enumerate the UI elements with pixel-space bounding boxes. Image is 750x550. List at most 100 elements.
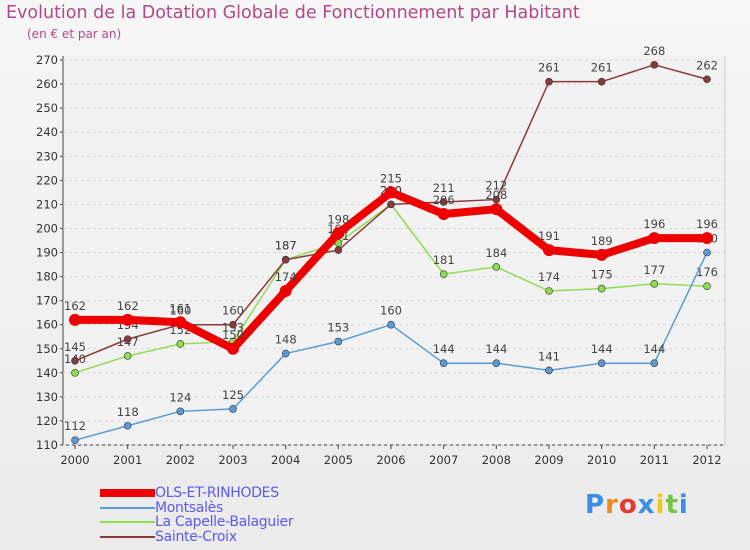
- data-label: 144: [485, 342, 507, 356]
- data-point: [703, 75, 711, 84]
- data-point: [121, 313, 134, 326]
- data-point: [492, 195, 501, 204]
- y-tick-label: 180: [36, 270, 58, 284]
- data-point: [701, 232, 713, 245]
- x-tick-label: 2011: [640, 453, 669, 467]
- data-point: [387, 320, 395, 329]
- y-tick-label: 150: [36, 342, 58, 356]
- data-label: 145: [64, 340, 86, 354]
- x-tick-label: 2001: [113, 453, 142, 467]
- data-point: [332, 227, 345, 240]
- data-point: [71, 356, 79, 365]
- data-label: 187: [275, 239, 297, 253]
- data-label: 211: [433, 181, 455, 195]
- data-point: [543, 244, 555, 257]
- y-tick-label: 250: [36, 101, 58, 115]
- x-tick-label: 2009: [534, 453, 563, 467]
- data-point: [597, 359, 606, 367]
- data-label: 162: [64, 299, 86, 313]
- data-label: 175: [591, 268, 613, 282]
- data-label: 160: [380, 304, 402, 318]
- data-point: [174, 316, 187, 329]
- y-tick-label: 210: [36, 197, 58, 211]
- data-point: [229, 320, 237, 329]
- data-label: 196: [643, 217, 665, 231]
- data-label: 176: [696, 265, 718, 279]
- data-point: [334, 337, 343, 346]
- data-label: 112: [64, 419, 86, 433]
- chart-title: Evolution de la Dotation Globale de Fonc…: [6, 3, 580, 23]
- data-point: [69, 313, 81, 326]
- data-label: 191: [538, 229, 560, 243]
- data-label: 160: [222, 304, 244, 318]
- data-label: 177: [643, 263, 665, 277]
- legend-label: Sainte-Croix: [155, 528, 237, 545]
- data-point: [281, 349, 290, 358]
- y-tick-label: 140: [36, 366, 58, 380]
- y-tick-label: 260: [36, 77, 58, 91]
- data-point: [439, 198, 448, 206]
- data-point: [595, 248, 608, 261]
- data-point: [650, 359, 659, 367]
- data-point: [123, 421, 132, 430]
- y-tick-label: 240: [36, 125, 58, 139]
- y-tick-label: 170: [36, 294, 58, 308]
- data-label: 261: [591, 61, 613, 75]
- y-tick-label: 230: [36, 149, 58, 163]
- y-tick-label: 220: [36, 173, 58, 187]
- legend-swatch: [100, 535, 155, 538]
- legend-swatch: [100, 489, 155, 498]
- data-label: 215: [380, 171, 402, 185]
- x-tick-label: 2004: [271, 453, 300, 467]
- data-point: [385, 186, 397, 199]
- data-label: 262: [696, 58, 718, 72]
- data-point: [492, 263, 501, 271]
- data-label: 261: [538, 61, 560, 75]
- data-point: [71, 369, 79, 377]
- data-point: [387, 200, 395, 209]
- data-point: [227, 342, 239, 355]
- y-tick-label: 190: [36, 246, 58, 260]
- legend-label: Montsalès: [155, 499, 223, 516]
- data-label: 208: [485, 188, 507, 202]
- series-ols-et-rinhodes: 162 162 161 150 174 198 215 206 208 191 189 196 196: [64, 171, 718, 355]
- data-label: 125: [222, 388, 244, 402]
- chart-subtitle: (en € et par an): [27, 27, 122, 41]
- x-tick-label: 2010: [587, 453, 616, 467]
- data-point: [71, 436, 79, 444]
- x-tick-label: 2012: [692, 453, 721, 467]
- data-label: 160: [169, 304, 191, 318]
- data-point: [176, 340, 185, 348]
- data-point: [123, 335, 132, 343]
- proxiti-logo: Proxiti: [585, 490, 689, 520]
- data-point: [597, 284, 606, 293]
- x-tick-label: 2008: [482, 453, 511, 467]
- data-point: [545, 287, 553, 295]
- y-tick-label: 110: [36, 438, 58, 452]
- legend-swatch: [100, 521, 155, 524]
- line-chart: 110 120 130 140 150 160 170 180 190 200 210 220 230 2…: [36, 44, 726, 467]
- data-point: [123, 352, 132, 360]
- data-point: [492, 359, 501, 367]
- legend-label: OLS-ET-RINHODES: [155, 485, 279, 501]
- x-tick-label: 2006: [376, 453, 405, 467]
- legend-label: La Capelle-Balaguier: [155, 514, 294, 530]
- data-label: 189: [591, 234, 613, 248]
- data-label: 174: [538, 270, 560, 284]
- data-point: [703, 248, 711, 257]
- x-tick-label: 2002: [166, 453, 195, 467]
- data-point: [281, 255, 290, 264]
- data-label: 187: [275, 239, 297, 253]
- data-label: 124: [169, 390, 191, 404]
- data-label: 206: [433, 193, 455, 207]
- y-tick-label: 160: [36, 318, 58, 332]
- data-label: 268: [643, 44, 665, 58]
- x-tick-label: 2000: [60, 453, 89, 467]
- data-point: [597, 77, 606, 86]
- data-label: 181: [433, 253, 455, 267]
- data-point: [703, 282, 711, 290]
- data-label: 196: [696, 217, 718, 231]
- data-point: [176, 407, 185, 416]
- x-tick-label: 2003: [218, 453, 247, 467]
- data-label: 148: [275, 333, 297, 347]
